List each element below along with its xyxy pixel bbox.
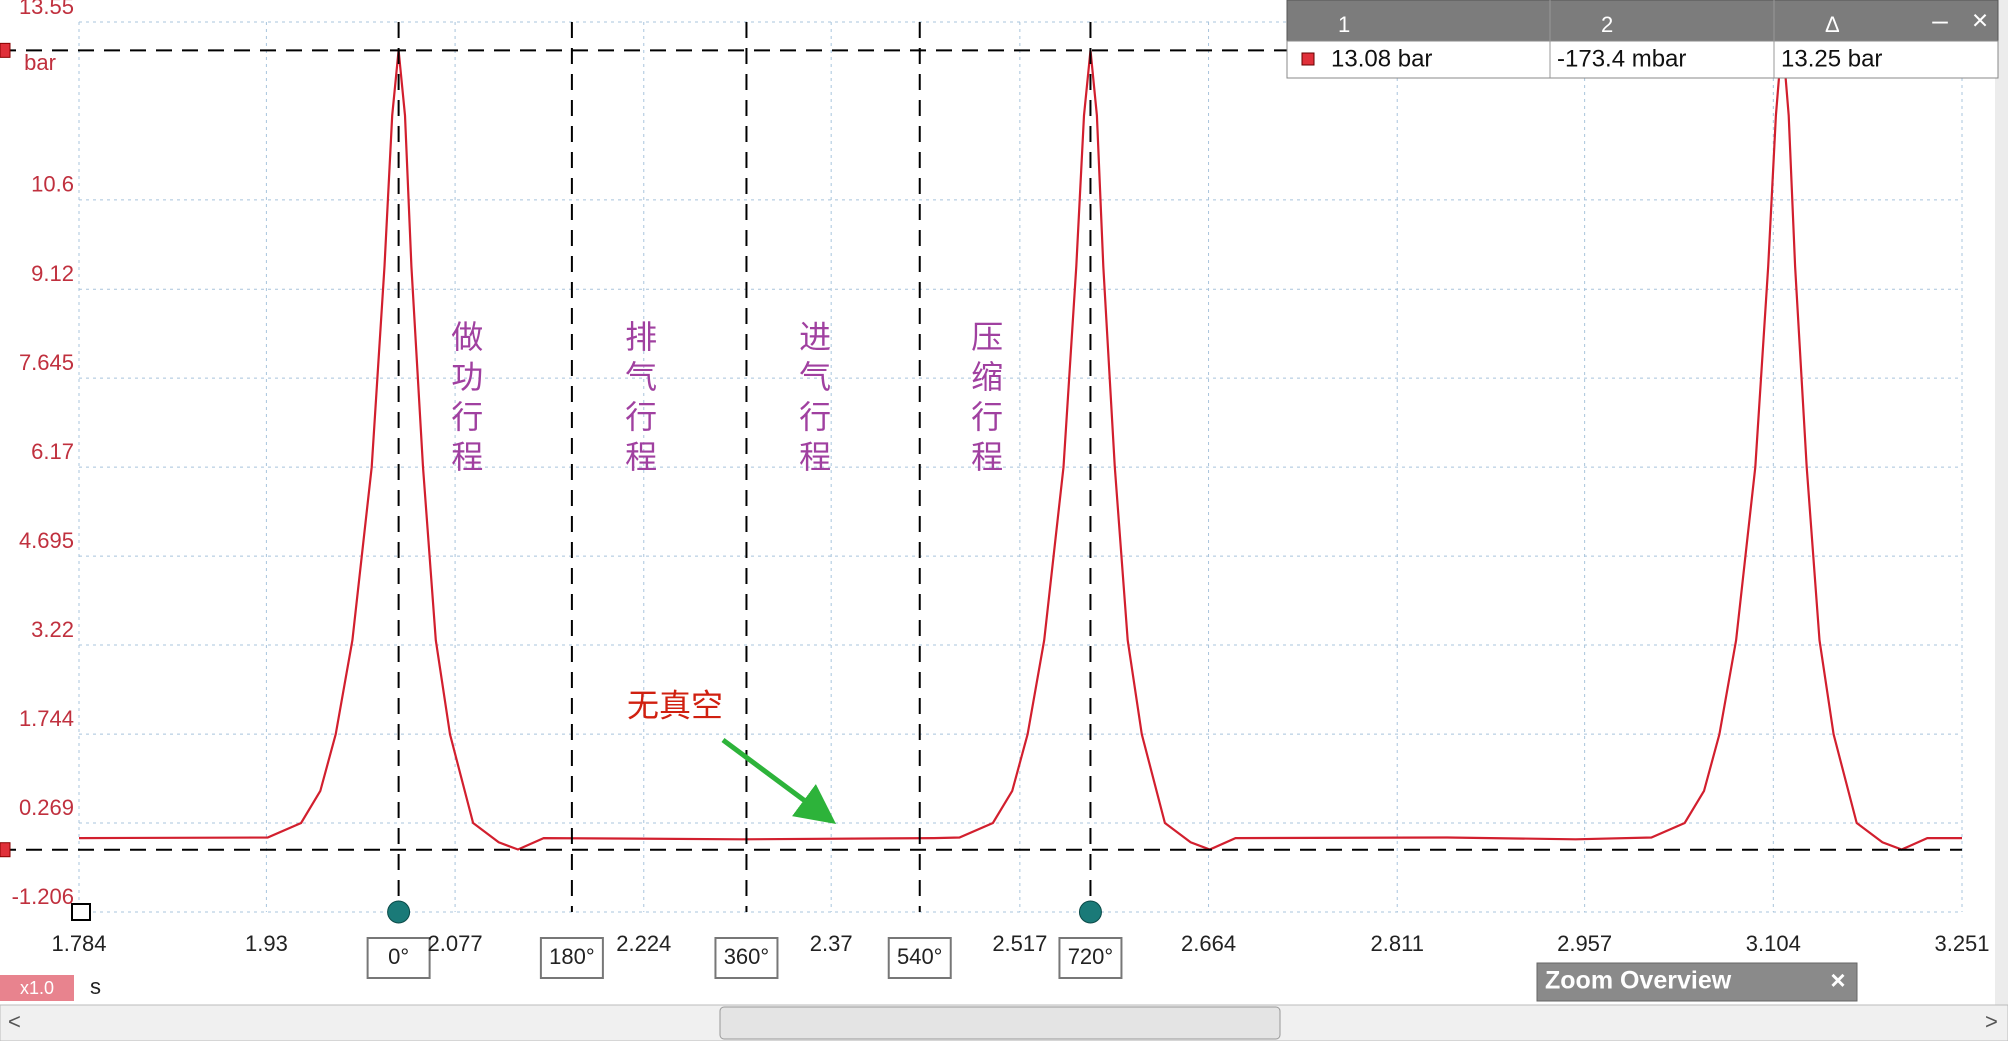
y-tick-label: 9.12 [31, 261, 74, 286]
x-tick-label: 2.957 [1557, 931, 1612, 956]
zoom-label: x1.0 [20, 978, 54, 998]
y-tick-label: 10.6 [31, 172, 74, 197]
axis-handle [71, 903, 91, 921]
stroke-label: 进气行程 [794, 320, 832, 480]
right-edge [1995, 0, 2008, 1005]
y-tick-label: 13.55 [19, 0, 74, 19]
cursor-table-heading: 2 [1601, 12, 1613, 37]
zoom-badge [0, 975, 74, 1001]
cursor-table-row [1286, 40, 1999, 79]
phase-label: 360° [724, 944, 770, 969]
close-icon[interactable]: × [1830, 965, 1845, 995]
scroll-thumb[interactable] [719, 1006, 1281, 1040]
y-tick-label: 7.645 [19, 350, 74, 375]
scroll-right[interactable]: > [1985, 1009, 1998, 1034]
phase-label: 540° [897, 944, 943, 969]
x-tick-label: 2.224 [616, 931, 671, 956]
zoom-overview-panel[interactable] [1536, 962, 1858, 1002]
series-swatch [1301, 52, 1315, 66]
x-tick-label: 3.251 [1934, 931, 1989, 956]
close-icon[interactable]: × [1972, 4, 1988, 35]
x-tick-label: 1.93 [245, 931, 288, 956]
x-tick-label: 3.104 [1746, 931, 1801, 956]
cursor-table-header [1286, 0, 1999, 42]
stroke-label: 压缩行程 [966, 320, 1004, 480]
x-tick-label: 2.811 [1371, 931, 1424, 956]
ruler-handle [387, 900, 411, 924]
stroke-label: 排气行程 [620, 320, 658, 480]
phase-label-box [366, 937, 431, 979]
y-tick-label: 6.17 [31, 439, 74, 464]
x-tick-label: 1.784 [51, 931, 106, 956]
scroll-left[interactable]: < [8, 1009, 21, 1034]
phase-label-box [714, 937, 779, 979]
phase-label-box [1058, 937, 1123, 979]
phase-label-box [539, 937, 604, 979]
cursor-handle [0, 42, 11, 58]
y-tick-label: 0.269 [19, 795, 74, 820]
y-tick-label: -1.206 [12, 884, 74, 909]
y-tick-label: 1.744 [19, 706, 74, 731]
y-unit: bar [24, 50, 56, 75]
y-tick-label: 3.22 [31, 617, 74, 642]
x-tick-label: 2.37 [810, 931, 853, 956]
cursor-table-heading: Δ [1825, 12, 1840, 37]
stroke-label: 做功行程 [446, 320, 484, 480]
cursor-value: 13.08 bar [1331, 45, 1432, 72]
phase-label: 180° [549, 944, 595, 969]
x-tick-label: 2.077 [428, 931, 483, 956]
x-tick-label: 2.664 [1181, 931, 1236, 956]
arrow [721, 737, 837, 824]
annotation: 无真空 [627, 687, 723, 725]
x-tick-label: 2.517 [992, 931, 1047, 956]
y-tick-label: 4.695 [19, 528, 74, 553]
phase-label: 0° [388, 944, 409, 969]
phase-label-box [887, 937, 952, 979]
phase-label: 720° [1068, 944, 1114, 969]
x-unit: s [90, 974, 101, 999]
minimize-icon[interactable]: – [1932, 4, 1948, 35]
cursor-handle [0, 842, 11, 858]
cursor-value: -173.4 mbar [1557, 45, 1686, 72]
zoom-overview-title: Zoom Overview [1545, 967, 1732, 995]
cursor-delta: 13.25 bar [1781, 45, 1882, 72]
cursor-table-heading: 1 [1338, 12, 1350, 37]
ruler-handle [1078, 900, 1102, 924]
